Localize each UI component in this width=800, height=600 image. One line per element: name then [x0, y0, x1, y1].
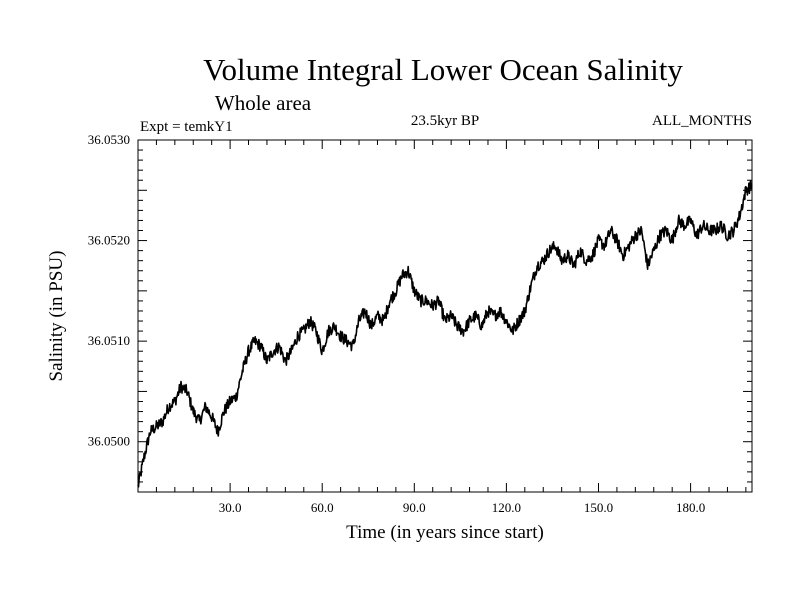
x-tick-label: 90.0 [403, 500, 426, 515]
x-tick-label: 30.0 [219, 500, 242, 515]
chart-title: Volume Integral Lower Ocean Salinity [203, 52, 683, 87]
x-tick-label: 60.0 [311, 500, 334, 515]
x-axis-label: Time (in years since start) [346, 522, 544, 543]
y-axis-label: Salinity (in PSU) [46, 251, 67, 382]
y-tick-label: 36.0520 [88, 233, 130, 248]
y-tick-label: 36.0510 [88, 333, 130, 348]
series-line-salinity [137, 180, 753, 488]
y-tick-label: 36.0500 [88, 434, 130, 449]
plot-frame [137, 139, 753, 493]
experiment-label: Expt = temkY1 [140, 119, 233, 135]
y-tick-label: 36.0530 [88, 132, 130, 147]
chart-subtitle: Whole area [215, 91, 312, 115]
x-tick-label: 150.0 [584, 500, 613, 515]
x-tick-label: 120.0 [492, 500, 521, 515]
months-label: ALL_MONTHS [652, 113, 752, 129]
period-label: 23.5kyr BP [411, 113, 479, 129]
x-tick-label: 180.0 [676, 500, 705, 515]
